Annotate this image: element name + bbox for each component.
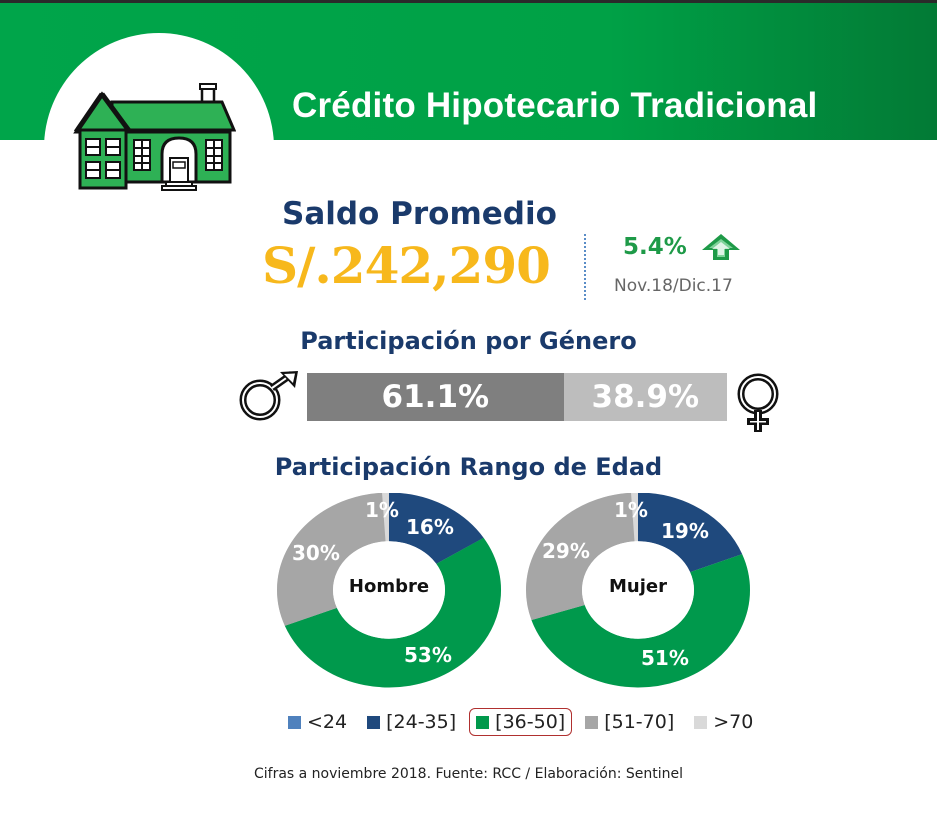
- legend-label: [51-70]: [604, 711, 675, 733]
- legend-swatch: [476, 715, 490, 729]
- legend-item-lt24: <24: [288, 711, 347, 733]
- gender-bar: 61.1% 38.9%: [307, 373, 727, 421]
- legend-label: [36-50]: [495, 711, 566, 733]
- saldo-title: Saldo Promedio: [282, 196, 557, 232]
- male-symbol-icon: [239, 371, 298, 421]
- label-24-35: 16%: [406, 515, 454, 539]
- legend-swatch: [288, 715, 301, 729]
- page-title: Crédito Hipotecario Tradicional: [292, 86, 818, 125]
- top-border: [0, 0, 937, 3]
- legend-label: [24-35]: [386, 711, 457, 733]
- label-36-50: 51%: [641, 646, 689, 670]
- donut-center-label: Mujer: [609, 576, 667, 597]
- source-footnote: Cifras a noviembre 2018. Fuente: RCC / E…: [253, 766, 684, 782]
- donut-center-label: Hombre: [348, 576, 430, 597]
- donut-chart-hombre: Hombre 1% 16% 53% 30%: [276, 493, 506, 689]
- legend-swatch: [367, 715, 381, 729]
- legend-swatch: [585, 715, 599, 729]
- legend-item-24-35: [24-35]: [367, 711, 456, 733]
- legend-item-36-50-highlighted: [36-50]: [469, 708, 573, 736]
- divider: [584, 234, 586, 300]
- female-segment: 38.9%: [563, 373, 727, 421]
- male-segment: 61.1%: [307, 373, 564, 421]
- saldo-value: S/.242,290: [262, 236, 551, 295]
- legend-item-51-70: [51-70]: [585, 711, 674, 733]
- gender-section-title: Participación por Género: [300, 327, 637, 355]
- age-section-title: Participación Rango de Edad: [274, 453, 663, 481]
- female-symbol-icon: [737, 373, 779, 432]
- arrow-up-icon: [702, 234, 740, 260]
- label-36-50: 53%: [404, 643, 452, 667]
- age-legend: <24 [24-35] [36-50] [51-70] >70: [288, 707, 773, 737]
- house-icon: [73, 83, 236, 191]
- legend-label: <24: [307, 711, 348, 733]
- donut-chart-mujer: Mujer 1% 19% 51% 29%: [525, 493, 755, 689]
- legend-label: >70: [713, 711, 754, 733]
- change-period: Nov.18/Dic.17: [614, 276, 733, 296]
- label-51-70: 30%: [292, 541, 340, 565]
- label-24-35: 19%: [661, 519, 709, 543]
- label-51-70: 29%: [542, 539, 590, 563]
- legend-item-gt70: >70: [694, 711, 753, 733]
- label-gt70: 1%: [614, 498, 648, 522]
- legend-swatch: [694, 715, 708, 729]
- change-percent: 5.4%: [623, 234, 687, 260]
- label-gt70: 1%: [365, 498, 399, 522]
